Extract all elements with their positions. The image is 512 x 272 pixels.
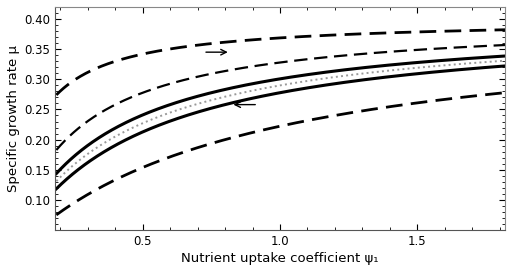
Y-axis label: Specific growth rate μ: Specific growth rate μ	[7, 45, 20, 192]
X-axis label: Nutrient uptake coefficient ψ₁: Nutrient uptake coefficient ψ₁	[181, 252, 379, 265]
